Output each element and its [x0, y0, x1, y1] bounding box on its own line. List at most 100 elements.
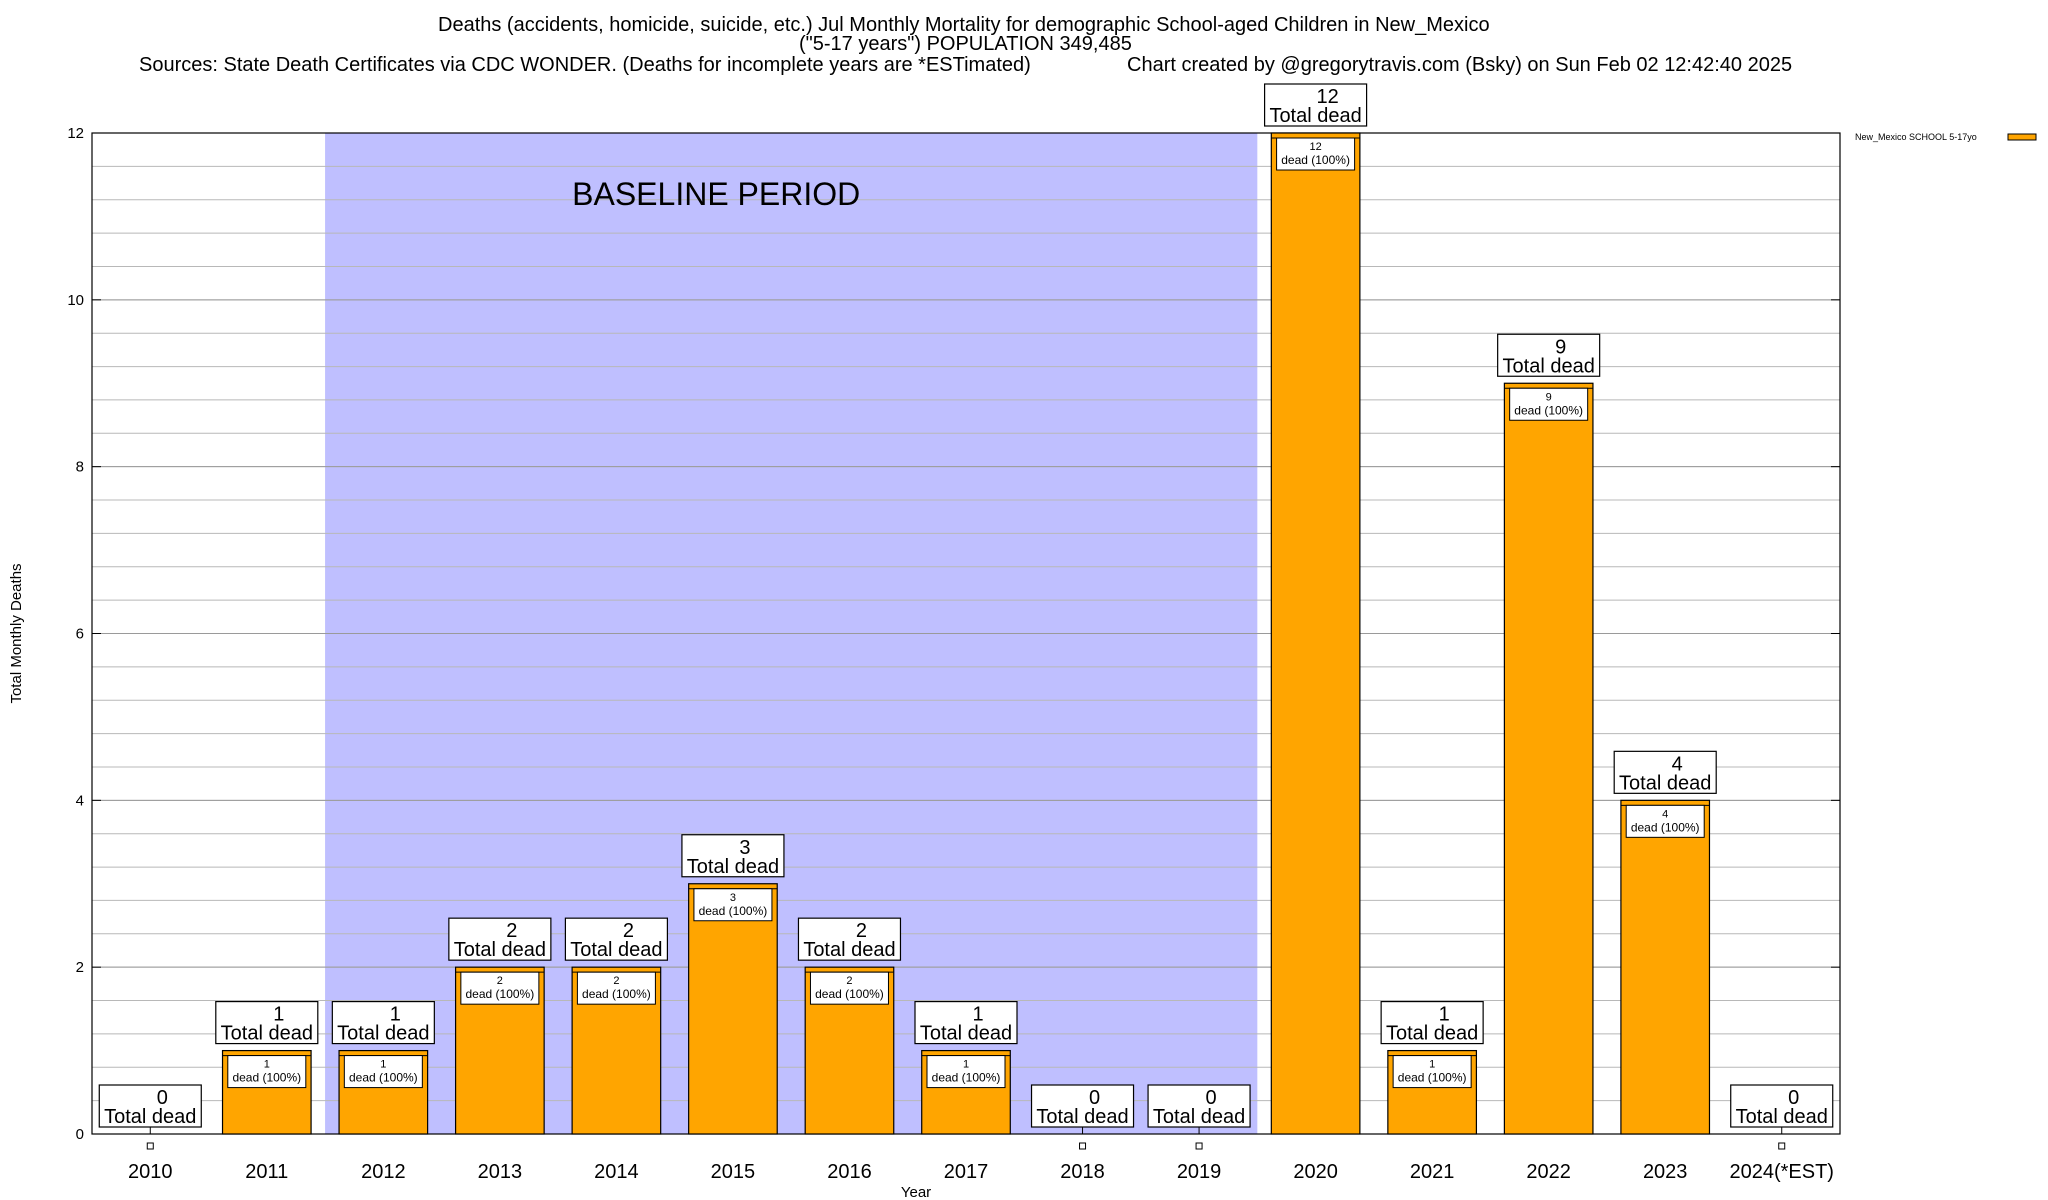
total-count-label: 2 [506, 920, 517, 942]
inner-count-label: 1 [380, 1059, 386, 1071]
inner-label-box [926, 1055, 1006, 1089]
inner-label-box [460, 971, 540, 1005]
total-dead-label: Total dead [1153, 1106, 1245, 1128]
y-tick-label: 0 [76, 1126, 84, 1143]
inner-count-label: 9 [1546, 391, 1552, 403]
total-label-box [1613, 750, 1717, 794]
y-tick-label: 8 [76, 459, 84, 476]
total-dead-label: Total dead [104, 1106, 196, 1128]
inner-percent-label: dead (100%) [232, 1071, 301, 1085]
inner-label-box [1392, 1055, 1472, 1089]
x-tick-label: 2019 [1177, 1161, 1222, 1183]
x-tick-label: 2017 [944, 1161, 989, 1183]
x-tick-label: 2015 [711, 1161, 756, 1183]
total-dead-label: Total dead [221, 1023, 313, 1045]
x-tick-label: 2016 [827, 1161, 872, 1183]
x-tick-label: 2011 [245, 1161, 288, 1183]
x-tick-label: 2010 [128, 1161, 173, 1183]
inner-count-label: 2 [497, 975, 503, 987]
total-label-box [448, 917, 552, 961]
total-dead-label: Total dead [1619, 772, 1711, 794]
x-axis-label: Year [901, 1184, 931, 1200]
inner-count-label: 3 [730, 892, 736, 904]
inner-count-label: 2 [846, 975, 852, 987]
total-dead-label: Total dead [803, 939, 895, 961]
bar [1503, 382, 1594, 1135]
total-dead-label: Total dead [1386, 1023, 1478, 1045]
total-dead-label: Total dead [920, 1023, 1012, 1045]
bar [1270, 132, 1361, 1135]
total-label-box [681, 834, 785, 878]
y-tick-label: 10 [67, 292, 84, 309]
total-label-box [797, 917, 902, 961]
inner-count-label: 4 [1662, 808, 1668, 820]
total-dead-label: Total dead [1736, 1106, 1828, 1128]
total-count-label: 1 [390, 1004, 401, 1026]
total-count-label: 0 [1206, 1087, 1217, 1109]
x-tick-label: 2018 [1060, 1161, 1105, 1183]
inner-label-box [1625, 804, 1705, 838]
total-label-box [215, 1000, 319, 1045]
inner-label-box [576, 971, 656, 1005]
total-dead-label: Total dead [337, 1023, 429, 1045]
inner-percent-label: dead (100%) [466, 987, 535, 1001]
total-count-label: 1 [972, 1004, 983, 1026]
total-count-label: 0 [1788, 1087, 1799, 1109]
inner-percent-label: dead (100%) [1398, 1071, 1467, 1085]
total-dead-label: Total dead [570, 939, 662, 961]
inner-percent-label: dead (100%) [582, 987, 651, 1001]
total-dead-label: Total dead [1036, 1106, 1128, 1128]
total-count-label: 1 [1439, 1004, 1450, 1026]
total-dead-label: Total dead [454, 939, 546, 961]
inner-percent-label: dead (100%) [699, 904, 768, 918]
legend-label: New_Mexico SCHOOL 5-17yo [1855, 132, 1977, 142]
y-tick-label: 2 [76, 959, 84, 976]
inner-count-label: 1 [963, 1059, 969, 1071]
inner-label-box [693, 888, 773, 922]
chart-credit: Chart created by @gregorytravis.com (Bsk… [1127, 54, 1793, 76]
inner-count-label: 1 [264, 1059, 270, 1071]
total-label-box [1730, 1084, 1834, 1128]
inner-count-label: 12 [1309, 141, 1321, 153]
total-dead-label: Total dead [1269, 105, 1361, 127]
total-label-box [331, 1000, 435, 1045]
bar [688, 883, 778, 1135]
inner-count-label: 1 [1429, 1059, 1435, 1071]
total-label-box [1147, 1084, 1251, 1128]
baseline-label: BASELINE PERIOD [572, 176, 860, 212]
total-count-label: 1 [273, 1004, 284, 1026]
total-label-box [98, 1084, 202, 1128]
legend-swatch [2007, 133, 2037, 141]
inner-label-box [809, 971, 889, 1005]
y-tick-label: 12 [67, 125, 84, 142]
inner-percent-label: dead (100%) [815, 987, 884, 1001]
x-tick-label: 2013 [478, 1161, 523, 1183]
bar [1620, 799, 1711, 1135]
x-tick-label: 2012 [361, 1161, 406, 1183]
x-tick-label: 2024(*EST) [1729, 1161, 1834, 1183]
total-label-box [564, 917, 669, 961]
zero-marker [1778, 1142, 1786, 1150]
x-tick-label: 2021 [1410, 1161, 1455, 1183]
total-count-label: 4 [1672, 753, 1683, 775]
inner-count-label: 2 [613, 975, 619, 987]
total-count-label: 2 [856, 920, 867, 942]
total-label-box [1380, 1000, 1484, 1045]
inner-percent-label: dead (100%) [1514, 403, 1583, 417]
x-tick-label: 2020 [1293, 1161, 1338, 1183]
inner-percent-label: dead (100%) [932, 1071, 1001, 1085]
total-dead-label: Total dead [687, 856, 779, 878]
inner-label-box [343, 1055, 423, 1089]
total-count-label: 12 [1316, 86, 1338, 108]
zero-marker [1079, 1142, 1087, 1150]
total-count-label: 9 [1555, 336, 1566, 358]
x-tick-label: 2014 [594, 1161, 639, 1183]
inner-percent-label: dead (100%) [1631, 820, 1700, 834]
x-tick-label: 2022 [1526, 1161, 1571, 1183]
total-label-box [914, 1000, 1018, 1045]
total-count-label: 0 [1089, 1087, 1100, 1109]
total-count-label: 3 [739, 837, 750, 859]
total-label-box [1497, 333, 1601, 377]
total-count-label: 2 [623, 920, 634, 942]
